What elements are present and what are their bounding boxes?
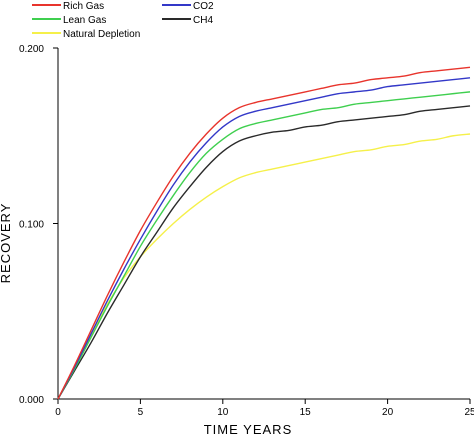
series-line-lean-gas — [57, 91, 471, 400]
series-line-ch4 — [57, 105, 471, 400]
y-axis-title: RECOVERY — [0, 203, 13, 284]
series-line-rich-gas — [57, 66, 471, 400]
x-tick-label: 0 — [55, 407, 61, 418]
legend-label-co2: CO2 — [193, 1, 214, 12]
y-axis-ticks: 0.000 0.100 0.200 — [19, 44, 58, 406]
series-line-co2 — [57, 77, 471, 400]
legend-label-natural-depletion: Natural Depletion — [63, 29, 140, 40]
x-tick-label: 20 — [382, 407, 394, 418]
series-layer — [57, 66, 471, 400]
y-tick-label: 0.200 — [19, 44, 44, 55]
legend-label-lean-gas: Lean Gas — [63, 15, 106, 26]
legend-item-co2: CO2 — [162, 1, 214, 12]
legend-item-natural-depletion: Natural Depletion — [32, 29, 140, 40]
legend: Rich Gas Lean Gas Natural Depletion CO2 … — [32, 1, 214, 40]
series-line-natural-depletion — [57, 133, 471, 400]
x-tick-label: 10 — [217, 407, 229, 418]
x-tick-label: 5 — [138, 407, 144, 418]
y-tick-label: 0.100 — [19, 220, 44, 231]
x-axis-title: TIME YEARS — [204, 422, 293, 437]
x-tick-label: 15 — [300, 407, 312, 418]
legend-item-ch4: CH4 — [162, 15, 213, 26]
x-tick-label: 25 — [464, 407, 474, 418]
legend-item-lean-gas: Lean Gas — [32, 15, 106, 26]
legend-label-rich-gas: Rich Gas — [63, 1, 104, 12]
y-tick-label: 0.000 — [19, 395, 44, 406]
legend-item-rich-gas: Rich Gas — [32, 1, 104, 12]
x-axis-ticks: 0 5 10 15 20 25 — [55, 399, 474, 418]
legend-label-ch4: CH4 — [193, 15, 213, 26]
